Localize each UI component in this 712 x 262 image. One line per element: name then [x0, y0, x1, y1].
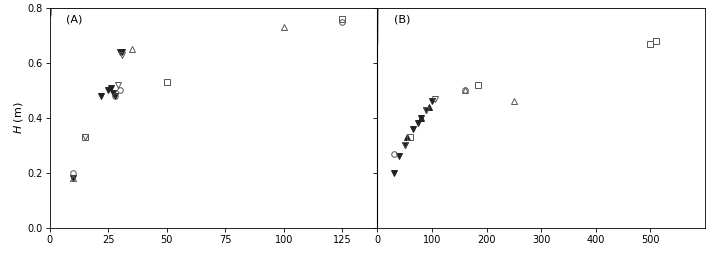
Y-axis label: $H$ (m): $H$ (m) [11, 102, 25, 134]
Text: (B): (B) [394, 14, 410, 24]
Text: (A): (A) [66, 14, 83, 24]
